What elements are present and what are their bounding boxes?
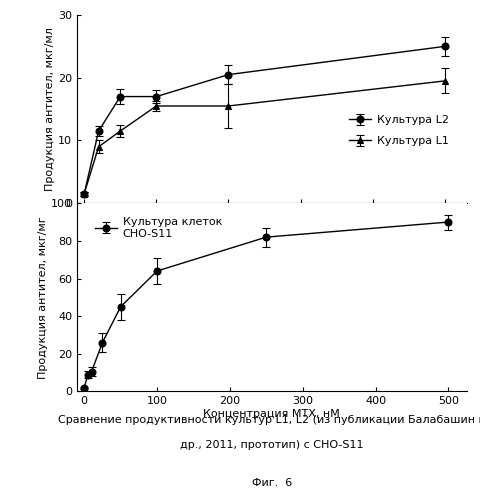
Y-axis label: Продукция антител, мкг/мл: Продукция антител, мкг/мл (45, 27, 55, 191)
Legend: Культура клеток
CHO-S11: Культура клеток CHO-S11 (90, 212, 226, 243)
Text: др., 2011, прототип) с CHO-S11: др., 2011, прототип) с CHO-S11 (180, 440, 363, 450)
X-axis label: Концентрация МТХ, нМ: Концентрация МТХ, нМ (203, 221, 339, 231)
X-axis label: Концентрация МТХ, нМ: Концентрация МТХ, нМ (203, 409, 339, 419)
Legend: Культура L2, Культура L1: Культура L2, Культура L1 (344, 110, 452, 150)
Y-axis label: Продукция антител, мкг/мг: Продукция антител, мкг/мг (38, 216, 48, 378)
Text: Фиг.  6: Фиг. 6 (251, 478, 291, 488)
Text: Сравнение продуктивности культур L1, L2 (из публикации Балабашин и: Сравнение продуктивности культур L1, L2 … (58, 416, 480, 426)
